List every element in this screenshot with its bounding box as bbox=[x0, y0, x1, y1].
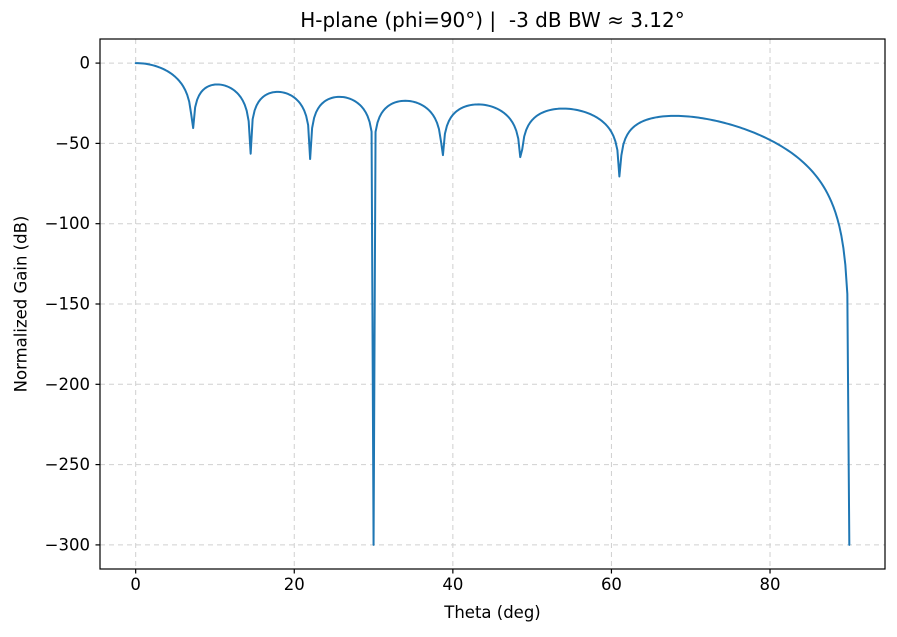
y-tick-label: −150 bbox=[45, 295, 90, 314]
x-tick-label: 60 bbox=[601, 575, 622, 594]
y-tick-label: −100 bbox=[45, 214, 90, 233]
x-tick-label: 80 bbox=[760, 575, 781, 594]
y-tick-label: −250 bbox=[45, 455, 90, 474]
y-axis-title: Normalized Gain (dB) bbox=[11, 215, 31, 393]
x-tick-label: 20 bbox=[284, 575, 305, 594]
y-tick-label: −50 bbox=[55, 134, 90, 153]
y-tick-label: −200 bbox=[45, 375, 90, 394]
chart-title: H-plane (phi=90°) | -3 dB BW ≈ 3.12° bbox=[300, 8, 685, 32]
x-tick-label: 0 bbox=[130, 575, 141, 594]
pattern-curve bbox=[134, 62, 851, 546]
x-tick-label: 40 bbox=[442, 575, 463, 594]
y-tick-label: −300 bbox=[45, 535, 90, 554]
y-tick-label: 0 bbox=[80, 54, 91, 73]
x-axis-title: Theta (deg) bbox=[444, 603, 541, 622]
